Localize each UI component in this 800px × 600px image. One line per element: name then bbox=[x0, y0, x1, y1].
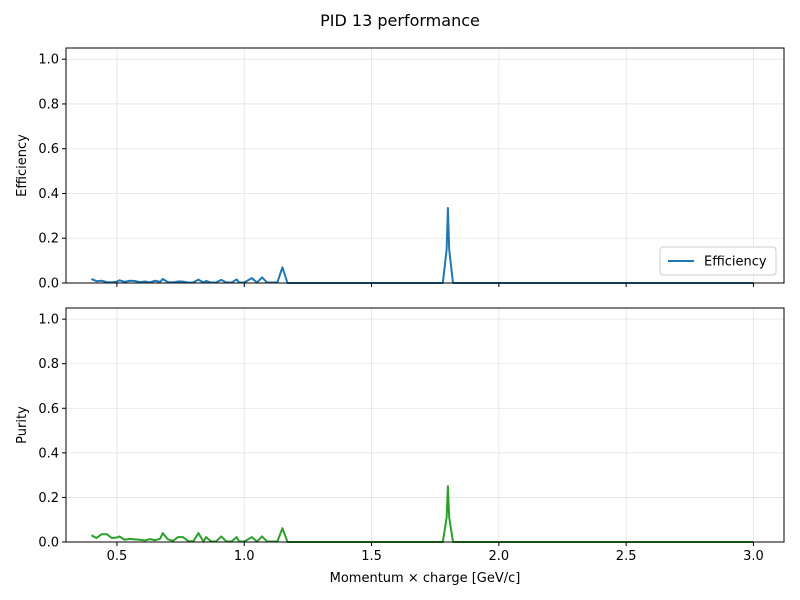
y-tick-label: 0.8 bbox=[38, 357, 59, 372]
x-tick-label: 3.0 bbox=[743, 549, 764, 564]
x-tick-label: 0.5 bbox=[107, 549, 128, 564]
y-axis-label: Efficiency bbox=[15, 134, 30, 197]
y-tick-label: 0.4 bbox=[38, 187, 59, 202]
y-tick-label: 1.0 bbox=[38, 313, 59, 328]
purity-panel: 0.5 1.0 1.5 2.0 2.5 3.0 0.0 0.2 0.4 0.6 0.8 1.0 Puri… bbox=[15, 307, 785, 586]
plot-frame bbox=[65, 307, 785, 543]
y-tick-label: 0.2 bbox=[38, 232, 59, 247]
y-tick-label: 1.0 bbox=[38, 53, 59, 68]
y-tick-label: 0.6 bbox=[38, 402, 59, 417]
series-line-purity bbox=[90, 485, 754, 543]
plot-frame bbox=[65, 47, 785, 284]
figure-title: PID 13 performance bbox=[320, 11, 480, 30]
efficiency-panel: 0.0 0.2 0.4 0.6 0.8 1.0 Efficiency Efficiency bbox=[15, 47, 785, 292]
x-tick-label: 1.0 bbox=[234, 549, 255, 564]
x-tick-label: 1.5 bbox=[361, 549, 382, 564]
y-tick-label: 0.4 bbox=[38, 446, 59, 461]
series-line-efficiency bbox=[91, 207, 754, 284]
legend-box bbox=[659, 246, 777, 276]
x-axis-label: Momentum × charge [GeV/c] bbox=[330, 571, 521, 586]
legend-label: Efficiency bbox=[704, 255, 767, 270]
y-tick-label: 0.6 bbox=[38, 142, 59, 157]
y-tick-label: 0.0 bbox=[38, 536, 59, 551]
y-tick-label: 0.8 bbox=[38, 97, 59, 112]
x-tick-label: 2.0 bbox=[488, 549, 509, 564]
x-tick-label: 2.5 bbox=[616, 549, 637, 564]
legend: Efficiency bbox=[659, 246, 777, 276]
y-tick-label: 0.0 bbox=[38, 277, 59, 292]
y-tick-label: 0.2 bbox=[38, 491, 59, 506]
y-axis-label: Purity bbox=[15, 406, 30, 444]
